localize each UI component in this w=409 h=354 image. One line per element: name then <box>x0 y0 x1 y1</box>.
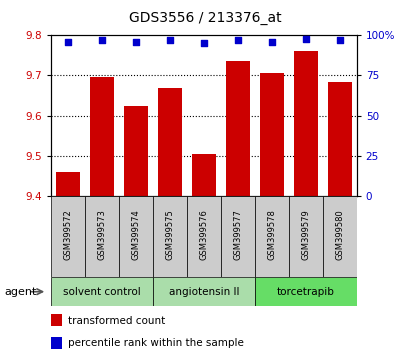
Bar <box>153 277 254 306</box>
Text: GSM399573: GSM399573 <box>97 210 106 260</box>
Point <box>234 38 240 43</box>
Point <box>65 39 71 45</box>
Text: GSM399578: GSM399578 <box>267 210 276 260</box>
Bar <box>293 51 317 196</box>
Bar <box>327 81 351 196</box>
Point <box>166 38 173 43</box>
Bar <box>259 74 283 196</box>
Bar <box>124 105 148 196</box>
Bar <box>158 88 182 196</box>
Bar <box>288 196 322 277</box>
Point <box>200 41 207 46</box>
Bar <box>51 337 62 349</box>
Bar <box>192 154 215 196</box>
Bar <box>153 196 187 277</box>
Text: percentile rank within the sample: percentile rank within the sample <box>68 338 243 348</box>
Text: agent: agent <box>4 287 36 297</box>
Bar <box>51 196 85 277</box>
Bar <box>119 196 153 277</box>
Text: GSM399579: GSM399579 <box>301 210 310 260</box>
Text: GSM399580: GSM399580 <box>335 210 344 260</box>
Bar <box>322 196 356 277</box>
Text: GSM399577: GSM399577 <box>233 210 242 260</box>
Bar <box>220 196 254 277</box>
Bar <box>254 277 356 306</box>
Text: GSM399576: GSM399576 <box>199 210 208 260</box>
Point <box>133 39 139 45</box>
Bar <box>85 196 119 277</box>
Point <box>99 38 105 43</box>
Text: GSM399572: GSM399572 <box>63 210 72 260</box>
Bar <box>254 196 288 277</box>
Text: solvent control: solvent control <box>63 287 141 297</box>
Bar <box>90 78 114 196</box>
Bar <box>56 172 80 196</box>
Text: angiotensin II: angiotensin II <box>169 287 238 297</box>
Text: torcetrapib: torcetrapib <box>276 287 334 297</box>
Text: GDS3556 / 213376_at: GDS3556 / 213376_at <box>128 11 281 25</box>
Point <box>336 38 342 43</box>
Bar <box>225 62 249 196</box>
Text: GSM399575: GSM399575 <box>165 210 174 260</box>
Text: transformed count: transformed count <box>68 315 165 326</box>
Bar <box>187 196 220 277</box>
Point <box>268 39 274 45</box>
Bar <box>51 314 62 326</box>
Point <box>302 36 308 41</box>
Bar <box>51 277 153 306</box>
Text: GSM399574: GSM399574 <box>131 210 140 260</box>
